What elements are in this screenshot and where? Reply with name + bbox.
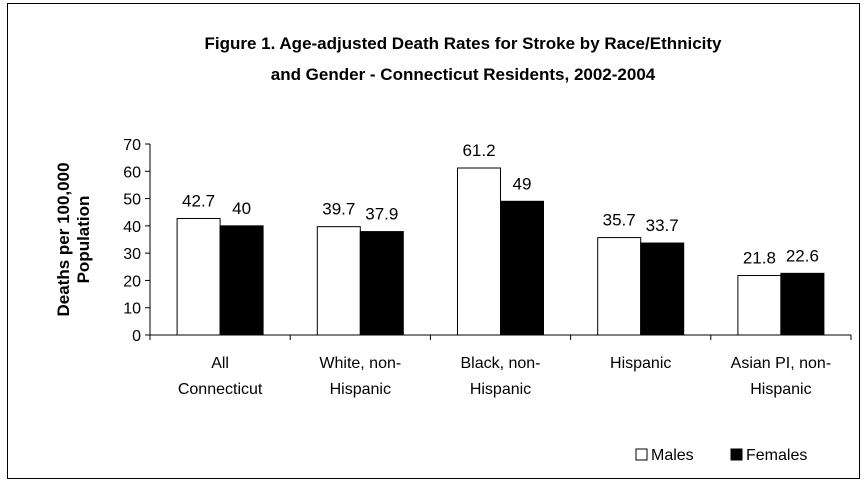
axes: 0 10 20 30 40 50 60 70 <box>123 137 852 345</box>
bar-females <box>780 272 825 336</box>
data-label: 35.7 <box>603 211 636 230</box>
y-tick-label: 70 <box>123 137 141 154</box>
y-tick-label: 40 <box>123 219 141 236</box>
y-tick-label: 60 <box>123 164 141 181</box>
y-tick-label: 10 <box>123 301 141 318</box>
data-label: 49 <box>513 174 532 193</box>
chart-area: Figure 1. Age-adjusted Death Rates for S… <box>7 3 860 479</box>
data-label: 33.7 <box>646 216 679 235</box>
category-label: Hispanic <box>610 355 671 372</box>
data-label: 42.7 <box>182 191 215 210</box>
bar-males <box>597 237 642 336</box>
bars <box>176 167 825 336</box>
bar-females <box>640 242 685 336</box>
data-label: 61.2 <box>462 141 495 160</box>
data-label: 40 <box>232 199 251 218</box>
bar-males <box>737 275 782 336</box>
bar-females <box>359 231 404 336</box>
chart-title-line: Figure 1. Age-adjusted Death Rates for S… <box>204 34 722 53</box>
y-axis-title-line: Deaths per 100,000 <box>54 162 73 316</box>
data-label: 22.6 <box>786 246 819 265</box>
bar-females <box>500 200 544 336</box>
legend-swatch-females <box>730 448 743 461</box>
y-tick-label: 50 <box>123 192 141 209</box>
legend-swatch-males <box>635 448 648 461</box>
chart-svg: Figure 1. Age-adjusted Death Rates for S… <box>54 34 852 464</box>
category-label: Hispanic <box>330 381 391 398</box>
legend-label: Females <box>746 447 807 464</box>
category-label: Black, non- <box>460 355 540 372</box>
bar-males <box>457 167 501 336</box>
y-tick-label: 20 <box>123 273 141 290</box>
chart-title: Figure 1. Age-adjusted Death Rates for S… <box>204 34 722 84</box>
bar-males <box>176 217 221 336</box>
bar-females <box>219 225 264 336</box>
category-label: Hispanic <box>750 381 811 398</box>
category-label: All <box>211 355 229 372</box>
data-label: 37.9 <box>365 205 398 224</box>
legend-label: Males <box>651 447 694 464</box>
y-axis-title: Deaths per 100,000 Population <box>54 162 93 316</box>
y-tick-label: 0 <box>132 328 141 345</box>
data-label: 21.8 <box>743 249 776 268</box>
chart-title-line: and Gender - Connecticut Residents, 2002… <box>271 65 656 84</box>
y-axis-title-line: Population <box>74 196 93 284</box>
data-label: 39.7 <box>322 200 355 219</box>
category-label: Hispanic <box>470 381 531 398</box>
category-label: White, non- <box>319 355 401 372</box>
y-tick-label: 30 <box>123 246 141 263</box>
category-labels: All Connecticut White, non- Hispanic Black, … <box>178 355 831 398</box>
data-labels: 42.7 40 39.7 37.9 61.2 49 35.7 33.7 21.8 22.6 <box>182 141 819 268</box>
legend: Males Females <box>635 447 807 464</box>
category-label: Connecticut <box>178 381 263 398</box>
bar-males <box>316 226 361 336</box>
category-label: Asian PI, non- <box>731 355 832 372</box>
